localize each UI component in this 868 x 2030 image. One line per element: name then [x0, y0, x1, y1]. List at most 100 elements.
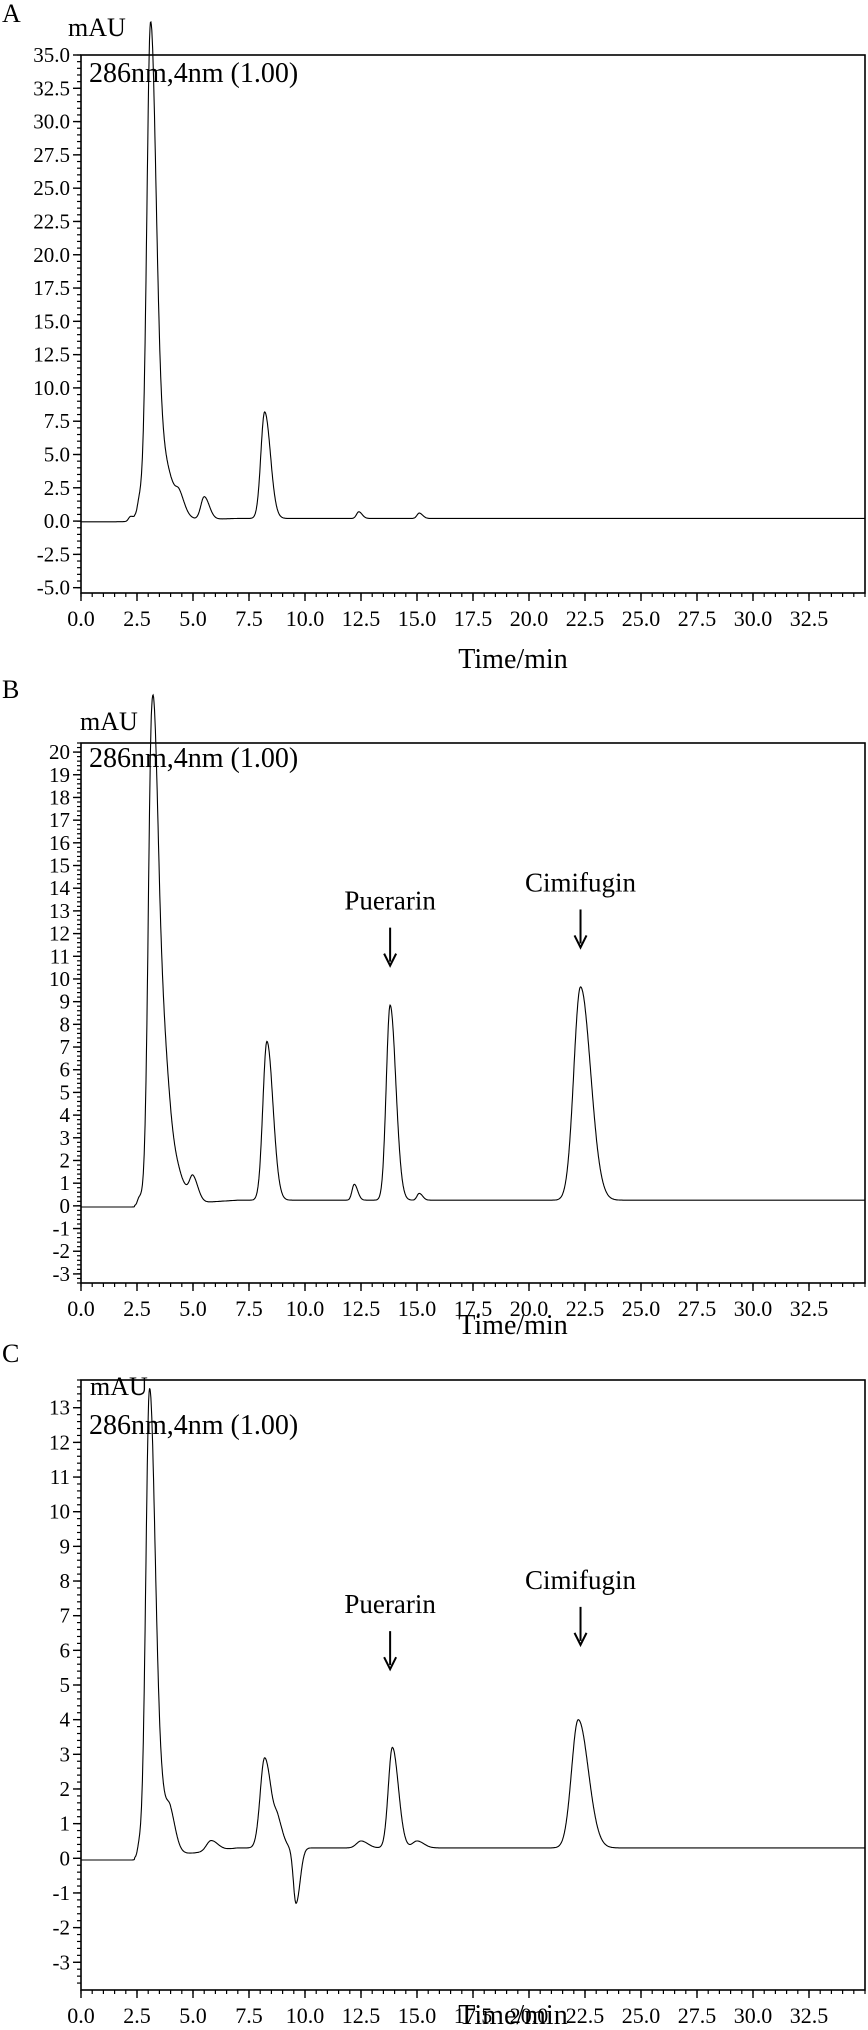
peak-label-cimifugin: Cimifugin — [525, 1565, 637, 1595]
detector-label: 286nm,4nm (1.00) — [89, 743, 298, 774]
y-tick-label: 5 — [60, 1080, 71, 1104]
y-tick-label: -5.0 — [37, 576, 70, 600]
x-tick-label: 2.5 — [123, 606, 151, 631]
y-tick-label: 22.5 — [33, 209, 70, 233]
y-tick-label: 32.5 — [33, 76, 70, 100]
y-tick-label: 8 — [60, 1569, 71, 1593]
x-tick-label: 0.0 — [67, 606, 95, 631]
y-tick-label: 1 — [60, 1171, 71, 1195]
x-tick-label: 10.0 — [286, 606, 325, 631]
y-tick-label: -2.5 — [37, 542, 70, 566]
x-tick-label: 17.5 — [454, 1296, 493, 1321]
y-tick-label: 12 — [49, 922, 70, 946]
detector-label: 286nm,4nm (1.00) — [89, 1410, 298, 1441]
y-tick-label: 5.0 — [44, 443, 70, 467]
x-tick-label: 27.5 — [678, 1296, 717, 1321]
x-tick-label: 5.0 — [179, 1296, 207, 1321]
y-tick-label: 10.0 — [33, 376, 70, 400]
x-tick-label: 17.5 — [454, 606, 493, 631]
x-tick-label: 17.5 — [454, 2003, 493, 2025]
y-tick-label: 0 — [60, 1846, 71, 1870]
chromatogram-trace — [81, 1388, 865, 1905]
x-tick-label: 7.5 — [235, 606, 263, 631]
peak-label-puerarin: Puerarin — [344, 886, 436, 916]
chromatogram-trace — [81, 20, 865, 523]
peak-arrow-head — [573, 1632, 588, 1648]
x-tick-label: 20.0 — [510, 2003, 549, 2025]
y-tick-label: 5 — [60, 1673, 71, 1697]
y-tick-label: 27.5 — [33, 143, 70, 167]
y-tick-label: 13 — [49, 899, 70, 923]
x-tick-label: 7.5 — [235, 1296, 263, 1321]
peak-label-puerarin: Puerarin — [344, 1589, 436, 1619]
y-tick-label: 10 — [49, 1500, 70, 1524]
y-tick-label: 19 — [49, 763, 70, 787]
y-tick-label: -3 — [53, 1950, 71, 1974]
y-tick-label: -2 — [53, 1239, 71, 1263]
y-tick-label: 30.0 — [33, 110, 70, 134]
x-tick-label: 10.0 — [286, 2003, 325, 2025]
x-tick-label: 15.0 — [398, 606, 437, 631]
x-tick-label: 22.5 — [566, 2003, 605, 2025]
y-tick-label: 6 — [60, 1638, 71, 1662]
x-tick-label: 32.5 — [790, 1296, 829, 1321]
y-tick-label: 0 — [60, 1194, 71, 1218]
y-tick-label: 16 — [49, 831, 70, 855]
y-tick-label: 17.5 — [33, 276, 70, 300]
y-tick-label: 14 — [49, 876, 71, 900]
x-tick-label: 22.5 — [566, 606, 605, 631]
y-tick-label: 7 — [60, 1035, 71, 1059]
x-tick-label: 12.5 — [342, 2003, 381, 2025]
y-axis-label: mAU — [80, 707, 138, 736]
x-axis-label: Time/min — [458, 1310, 567, 1341]
x-tick-label: 2.5 — [123, 2003, 151, 2025]
peak-label-cimifugin: Cimifugin — [525, 867, 637, 897]
panel-label: C — [2, 1339, 19, 1368]
x-tick-label: 7.5 — [235, 2003, 263, 2025]
y-tick-label: 4 — [60, 1708, 71, 1732]
y-tick-label: 0.0 — [44, 509, 70, 533]
x-tick-label: 20.0 — [510, 1296, 549, 1321]
plot-frame — [80, 742, 866, 1284]
y-tick-label: 11 — [50, 944, 70, 968]
y-tick-label: 13 — [49, 1396, 70, 1420]
x-tick-label: 25.0 — [622, 2003, 661, 2025]
x-tick-label: 0.0 — [67, 1296, 95, 1321]
plot-frame — [80, 1379, 866, 1991]
y-tick-label: 2 — [60, 1148, 71, 1172]
y-tick-label: 15 — [49, 854, 70, 878]
x-tick-label: 25.0 — [622, 606, 661, 631]
x-tick-label: 15.0 — [398, 1296, 437, 1321]
y-tick-label: 18 — [49, 785, 70, 809]
x-tick-label: 12.5 — [342, 1296, 381, 1321]
x-tick-label: 2.5 — [123, 1296, 151, 1321]
y-tick-label: 3 — [60, 1126, 71, 1150]
y-tick-label: 2.5 — [44, 476, 70, 500]
detector-label: 286nm,4nm (1.00) — [89, 58, 298, 89]
y-tick-label: 11 — [50, 1465, 70, 1489]
y-tick-label: 4 — [60, 1103, 71, 1127]
y-tick-label: 10 — [49, 967, 70, 991]
panel-label: A — [2, 0, 21, 28]
y-tick-label: 15.0 — [33, 309, 70, 333]
x-tick-label: 30.0 — [734, 1296, 773, 1321]
x-tick-label: 20.0 — [510, 606, 549, 631]
y-axis-label: mAU — [68, 13, 126, 42]
peak-arrow-head — [383, 1656, 398, 1672]
y-tick-label: 35.0 — [33, 43, 70, 67]
x-tick-label: 27.5 — [678, 606, 717, 631]
y-tick-label: 9 — [60, 1534, 71, 1558]
x-tick-label: 30.0 — [734, 2003, 773, 2025]
peak-arrow-head — [383, 953, 398, 968]
y-tick-label: 6 — [60, 1058, 71, 1082]
y-tick-label: 2 — [60, 1777, 71, 1801]
y-tick-label: 1 — [60, 1812, 71, 1836]
y-tick-label: 3 — [60, 1742, 71, 1766]
x-tick-label: 25.0 — [622, 1296, 661, 1321]
y-axis-label: mAU — [90, 1372, 148, 1401]
x-tick-label: 30.0 — [734, 606, 773, 631]
